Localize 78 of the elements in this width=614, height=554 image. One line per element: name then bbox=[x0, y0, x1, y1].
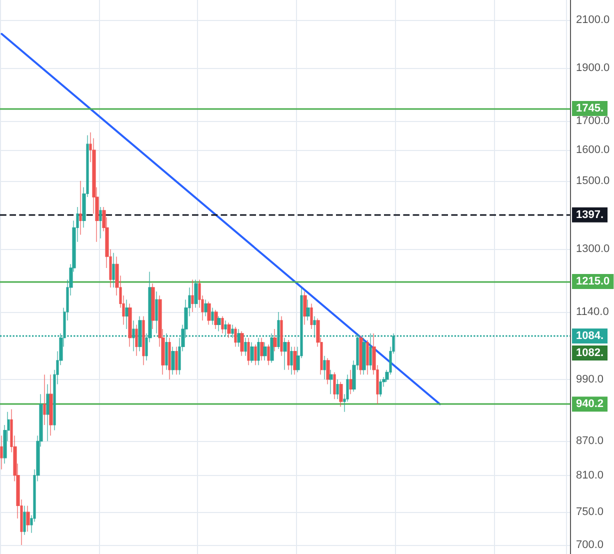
candlestick bbox=[43, 374, 46, 426]
y-tick-label: 700.0 bbox=[576, 539, 604, 552]
candlestick bbox=[217, 316, 221, 332]
candlestick bbox=[227, 322, 231, 338]
candlestick bbox=[0, 435, 3, 470]
candlestick bbox=[263, 342, 267, 361]
candlestick bbox=[310, 303, 313, 330]
candlestick bbox=[366, 340, 369, 375]
candlestick bbox=[333, 372, 336, 400]
candlestick bbox=[99, 206, 102, 239]
candlestick bbox=[79, 180, 82, 236]
candlestick bbox=[303, 291, 307, 326]
candlestick bbox=[234, 326, 237, 348]
candlestick bbox=[204, 299, 208, 316]
candlestick bbox=[138, 316, 142, 352]
candlestick bbox=[23, 505, 26, 536]
candlestick bbox=[49, 374, 53, 436]
candlestick bbox=[306, 299, 310, 321]
candlestick bbox=[168, 338, 171, 380]
candlestick bbox=[362, 338, 366, 375]
candlestick bbox=[155, 291, 158, 334]
candlestick bbox=[237, 328, 241, 348]
y-tick-label: 2100.0 bbox=[576, 14, 610, 26]
candlestick bbox=[280, 316, 283, 356]
candlestick bbox=[273, 328, 277, 352]
candlestick bbox=[254, 344, 257, 366]
annotation: 1082. bbox=[576, 347, 604, 360]
candlestick bbox=[250, 342, 254, 364]
candlestick bbox=[175, 346, 178, 375]
ref-line-label: 1397. bbox=[576, 208, 604, 221]
y-tick-label: 990.0 bbox=[576, 373, 604, 386]
candlestick bbox=[329, 370, 333, 394]
candlestick bbox=[257, 338, 260, 366]
y-tick-label: 1700.0 bbox=[576, 115, 610, 128]
candlestick bbox=[244, 338, 247, 356]
y-tick-label: 750.0 bbox=[576, 506, 604, 518]
candlestick bbox=[125, 299, 129, 330]
y-tick-label: 1140.0 bbox=[576, 306, 609, 318]
candlestick bbox=[323, 356, 326, 380]
candlestick bbox=[240, 330, 244, 356]
candlestick bbox=[267, 344, 270, 366]
candlestick bbox=[336, 379, 339, 400]
candlestick bbox=[290, 346, 293, 375]
candlestick bbox=[293, 346, 297, 375]
y-tick-label: 1500.0 bbox=[576, 174, 610, 187]
y-tick-label: 870.0 bbox=[576, 435, 604, 448]
candlestick bbox=[128, 303, 132, 348]
candlestick bbox=[194, 279, 198, 308]
candlestick bbox=[260, 338, 264, 361]
candlestick bbox=[339, 382, 343, 408]
candlestick bbox=[132, 320, 135, 352]
candlestick bbox=[191, 279, 194, 312]
candlestick bbox=[171, 346, 175, 375]
candlestick bbox=[26, 505, 30, 532]
candlestick bbox=[349, 370, 353, 394]
candlestick bbox=[326, 358, 330, 385]
ref-line-label: 1745. bbox=[576, 102, 604, 115]
y-tick-label: 1600.0 bbox=[576, 144, 610, 156]
ref-line-label: 940.2 bbox=[576, 398, 604, 410]
candlestick bbox=[142, 316, 145, 366]
ref-line-label: 1215.0 bbox=[576, 276, 610, 288]
ref-line-label: 1084. bbox=[576, 330, 604, 342]
y-tick-label: 810.0 bbox=[576, 469, 604, 482]
candlestick bbox=[151, 283, 155, 330]
y-tick-label: 1900.0 bbox=[576, 62, 610, 74]
candlestick bbox=[135, 324, 138, 356]
candlestick bbox=[211, 308, 214, 326]
candlestick bbox=[112, 252, 115, 288]
candlestick bbox=[283, 338, 287, 370]
candlestick bbox=[359, 335, 363, 375]
candlestick bbox=[207, 301, 211, 326]
y-tick-label: 1300.0 bbox=[576, 243, 610, 256]
candlestick bbox=[287, 340, 290, 370]
candlestick bbox=[379, 379, 382, 397]
candlestick bbox=[214, 310, 218, 330]
candlestick bbox=[221, 316, 224, 334]
candlestick bbox=[247, 338, 250, 366]
candlestick bbox=[46, 384, 50, 442]
